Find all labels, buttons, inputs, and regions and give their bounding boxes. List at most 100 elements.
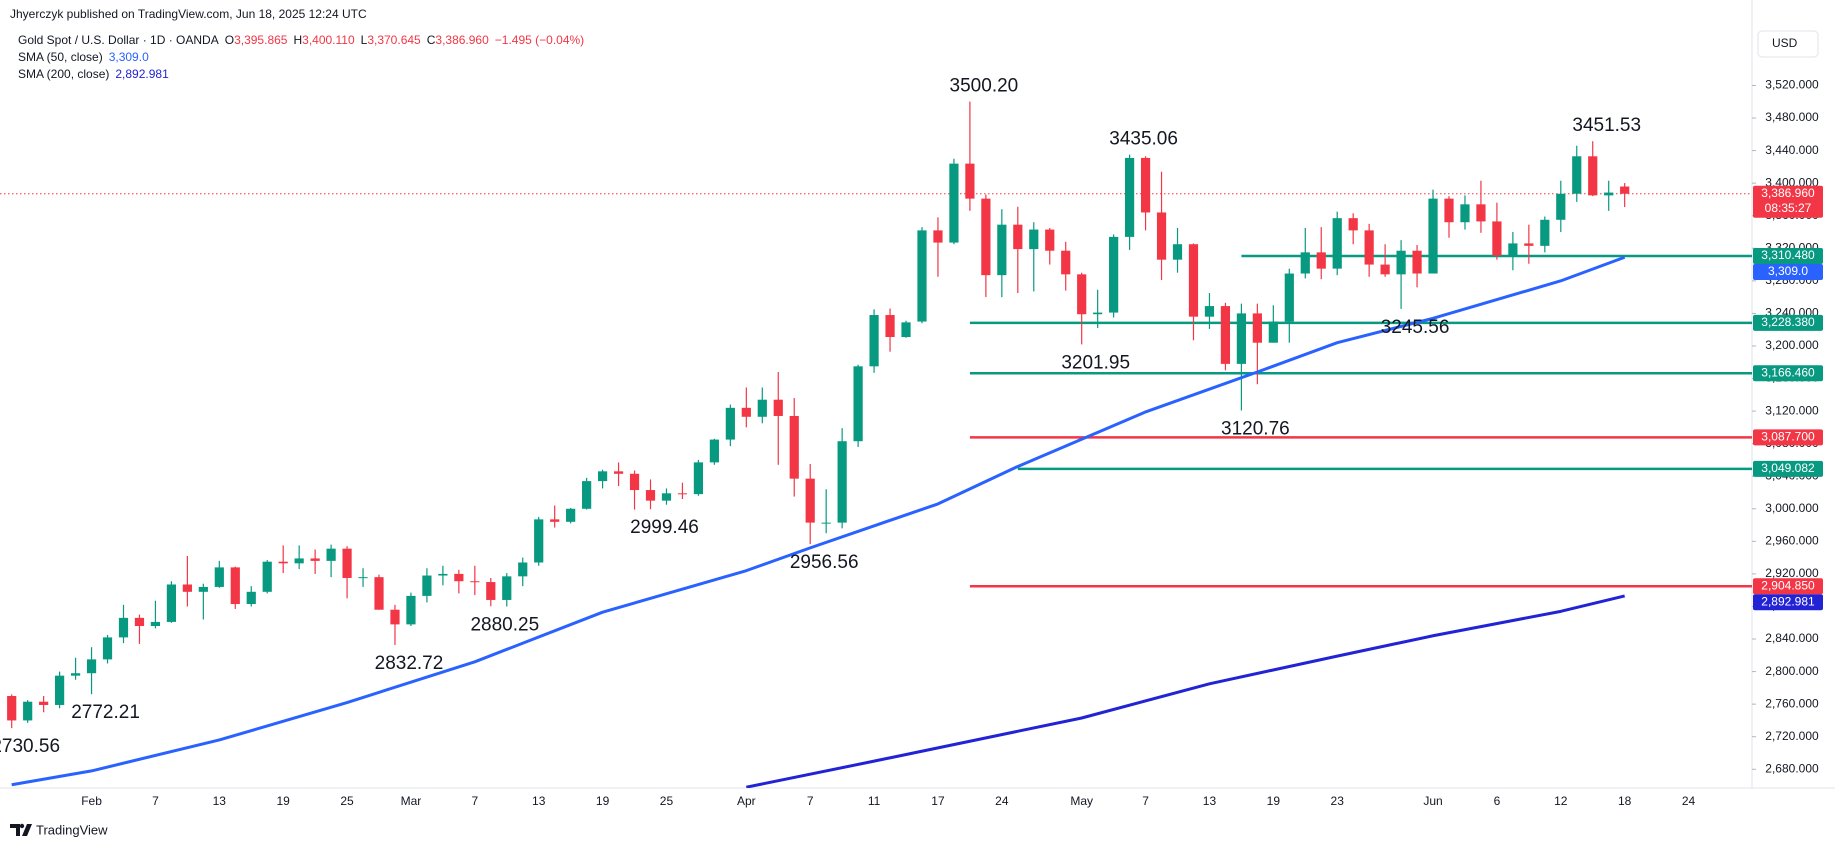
indicator-value: 3,309.0 bbox=[109, 50, 149, 64]
candle-body bbox=[661, 493, 672, 501]
candle-body bbox=[1412, 250, 1422, 274]
candle-body bbox=[470, 581, 480, 583]
candle-body bbox=[39, 701, 49, 705]
candle-body bbox=[182, 584, 192, 592]
candle-body bbox=[518, 562, 528, 577]
x-tick-label: 17 bbox=[931, 794, 945, 808]
x-tick-label: Feb bbox=[81, 794, 102, 808]
price-annotation: 3245.56 bbox=[1381, 317, 1450, 338]
candle-body bbox=[885, 315, 895, 338]
candle-body bbox=[725, 407, 735, 440]
price-tag-label: 3,309.0 bbox=[1768, 264, 1808, 278]
candle-body bbox=[1604, 192, 1614, 196]
candle-body bbox=[1077, 274, 1087, 315]
candle-body bbox=[821, 522, 831, 524]
candle-body bbox=[166, 584, 176, 622]
candle-body bbox=[1460, 204, 1470, 223]
candle-body bbox=[86, 659, 97, 674]
candle-body bbox=[1316, 252, 1326, 269]
candle-body bbox=[917, 230, 927, 322]
x-tick-label: 13 bbox=[213, 794, 227, 808]
candle-body bbox=[150, 621, 161, 627]
x-tick-label: 25 bbox=[340, 794, 354, 808]
price-tag-label: 3,166.460 bbox=[1761, 365, 1815, 379]
candle-body bbox=[230, 567, 240, 605]
symbol: Gold Spot / U.S. Dollar · 1D · OANDA bbox=[18, 33, 219, 47]
candle-body bbox=[1156, 212, 1167, 260]
candle-body bbox=[629, 473, 640, 491]
indicator-name: SMA (50, close) bbox=[18, 50, 103, 64]
candle-body bbox=[486, 582, 496, 600]
candle-body bbox=[693, 462, 704, 495]
change: −1.495 (−0.04%) bbox=[495, 33, 584, 47]
candle-body bbox=[102, 637, 113, 660]
x-tick-label: 19 bbox=[277, 794, 291, 808]
ohlc-value: 3,386.960 bbox=[435, 33, 489, 47]
currency-button[interactable] bbox=[1757, 30, 1819, 58]
currency[interactable]: USD bbox=[1772, 36, 1798, 50]
y-tick-label: 2,760.000 bbox=[1765, 696, 1819, 710]
price-tag bbox=[1753, 264, 1823, 281]
candle-body bbox=[1093, 312, 1103, 315]
candle-body bbox=[1332, 218, 1342, 269]
x-tick-label: 19 bbox=[596, 794, 610, 808]
x-tick-label: 7 bbox=[471, 794, 478, 808]
footer: TradingView bbox=[10, 822, 108, 837]
candle-body bbox=[534, 519, 544, 563]
candle-body bbox=[789, 415, 799, 479]
x-tick-label: 19 bbox=[1267, 794, 1281, 808]
candle-body bbox=[1013, 224, 1023, 250]
candle-body bbox=[70, 673, 81, 676]
candle-body bbox=[1444, 198, 1454, 223]
candle-body bbox=[246, 591, 256, 605]
candle-body bbox=[550, 519, 560, 522]
candle-body bbox=[1268, 321, 1278, 343]
price-annotation: 2730.56 bbox=[0, 736, 60, 757]
price-tag bbox=[1753, 248, 1823, 265]
price-tag-label: 2,892.981 bbox=[1761, 594, 1815, 608]
candle-body bbox=[1588, 156, 1598, 196]
ohlc-key: O bbox=[225, 33, 234, 47]
x-tick-label: Apr bbox=[737, 794, 756, 808]
indicator-name: SMA (200, close) bbox=[18, 67, 109, 81]
candle-body bbox=[1492, 221, 1502, 256]
candle-body bbox=[677, 493, 688, 495]
candle-body bbox=[374, 577, 384, 610]
candle-body bbox=[1396, 250, 1406, 275]
price-annotation: 3201.95 bbox=[1061, 352, 1130, 373]
candle-body bbox=[1109, 236, 1119, 313]
ohlc-key: H bbox=[293, 33, 302, 47]
candle-body bbox=[869, 315, 879, 367]
price-annotation: 3435.06 bbox=[1109, 129, 1178, 150]
candle-body bbox=[1252, 313, 1262, 343]
candle-body bbox=[1284, 273, 1294, 322]
candle-body bbox=[1045, 229, 1055, 251]
y-tick-label: 2,960.000 bbox=[1765, 534, 1819, 548]
candle-body bbox=[23, 701, 33, 721]
x-tick-label: 13 bbox=[532, 794, 546, 808]
candle-body bbox=[118, 617, 129, 638]
candle-body bbox=[805, 478, 815, 523]
ohlc-key: L bbox=[361, 33, 368, 47]
candle-body bbox=[741, 407, 751, 417]
ohlc-value: 3,400.110 bbox=[302, 33, 355, 47]
published-line: Jhyerczyk published on TradingView.com, … bbox=[10, 7, 367, 21]
candle-body bbox=[582, 481, 592, 509]
price-tag-label: 08:35:27 bbox=[1765, 201, 1812, 215]
x-tick-label: 12 bbox=[1554, 794, 1568, 808]
indicator-legend: SMA (200, close) 2,892.981 bbox=[18, 67, 169, 81]
x-tick-label: 24 bbox=[1682, 794, 1696, 808]
candle-body bbox=[1620, 186, 1630, 194]
x-tick-label: 24 bbox=[995, 794, 1009, 808]
ohlc-key: C bbox=[427, 33, 436, 47]
price-annotation: 3500.20 bbox=[950, 76, 1019, 97]
price-annotation: 2999.46 bbox=[630, 517, 699, 538]
header: Jhyerczyk published on TradingView.com, … bbox=[10, 7, 1819, 81]
price-tag-label: 3,386.960 bbox=[1761, 186, 1815, 200]
y-tick-label: 3,520.000 bbox=[1765, 78, 1819, 92]
y-tick-label: 3,440.000 bbox=[1765, 143, 1819, 157]
candle-body bbox=[390, 609, 400, 625]
price-tag bbox=[1753, 460, 1823, 477]
candle-body bbox=[933, 230, 943, 243]
